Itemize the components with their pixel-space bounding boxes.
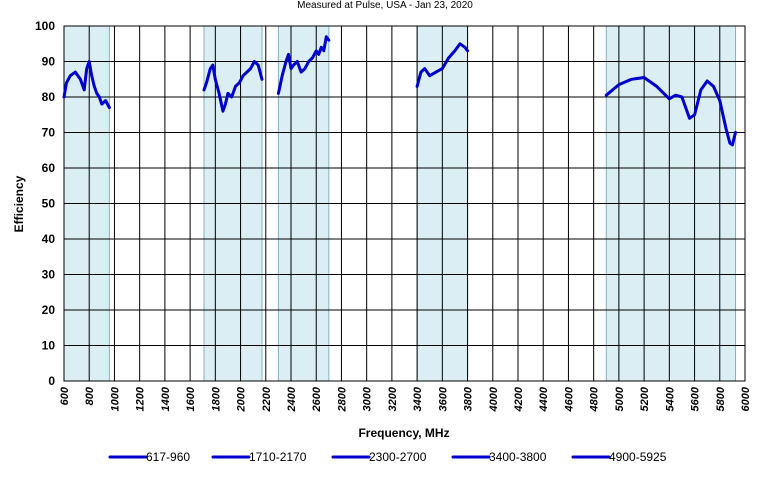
series-line-2300-2700	[276, 35, 331, 95]
x-tick-label: 600	[59, 386, 71, 405]
x-tick-label: 3200	[387, 386, 399, 411]
x-tick-label: 4200	[513, 386, 525, 412]
x-tick-label: 3600	[437, 386, 449, 411]
legend: 617-960 1710-2170 2300-2700 3400-3800 4900-5…	[108, 450, 667, 464]
x-tick-label: 2800	[336, 386, 348, 412]
x-tick-label: 1000	[109, 386, 121, 411]
y-tick-label: 20	[42, 303, 56, 317]
y-tick-label: 40	[42, 232, 56, 246]
x-tick-label: 1200	[135, 386, 147, 411]
x-tick-label: 3800	[463, 386, 475, 411]
x-tick-label: 5400	[664, 386, 676, 411]
legend-label: 1710-2170	[249, 450, 307, 464]
legend-label: 2300-2700	[369, 450, 427, 464]
x-tick-label: 2600	[311, 386, 323, 412]
y-axis-label: Efficiency	[12, 175, 26, 232]
legend-label: 4900-5925	[609, 450, 667, 464]
y-tick-label: 70	[42, 126, 56, 140]
x-tick-label: 1800	[210, 386, 222, 411]
x-tick-label: 2200	[261, 386, 273, 412]
legend-label: 617-960	[146, 450, 190, 464]
x-tick-label: 5200	[639, 386, 651, 411]
x-tick-label: 5800	[715, 386, 727, 411]
y-tick-label: 60	[42, 161, 56, 175]
series-line-617-960	[62, 60, 111, 110]
x-tick-label: 800	[84, 386, 96, 405]
series-line-3400-3800	[415, 42, 470, 88]
x-tick-label: 1400	[160, 386, 172, 411]
x-tick-label: 1600	[185, 386, 197, 411]
x-tick-label: 4600	[563, 386, 575, 412]
x-tick-label: 5000	[614, 386, 626, 411]
series-line-1710-2170	[202, 60, 264, 113]
x-tick-label: 2400	[286, 386, 298, 412]
chart-grid	[63, 25, 746, 382]
x-tick-label: 3400	[412, 386, 424, 411]
x-tick-label: 2000	[236, 386, 248, 412]
y-tick-label: 80	[42, 90, 56, 104]
y-tick-label: 90	[42, 55, 56, 69]
chart-title: Measured at Pulse, USA - Jan 23, 2020	[297, 0, 473, 11]
plot-frame	[63, 25, 746, 382]
data-series	[62, 35, 737, 147]
x-tick-label: 4800	[589, 386, 601, 412]
y-tick-label: 50	[42, 197, 56, 211]
legend-label: 3400-3800	[489, 450, 547, 464]
y-tick-label: 0	[48, 374, 55, 388]
x-tick-label: 4400	[538, 386, 550, 412]
x-tick-label: 6000	[740, 386, 752, 411]
series-line-4900-5925	[604, 76, 737, 147]
x-tick-label: 3000	[362, 386, 374, 411]
x-tick-label: 5600	[690, 386, 702, 411]
y-axis-ticks: 0 10 20 30 40 50 60 70 80 90 100	[35, 19, 55, 388]
y-tick-label: 10	[42, 339, 56, 353]
y-tick-label: 100	[35, 19, 55, 33]
y-tick-label: 30	[42, 268, 56, 282]
x-tick-label: 4000	[488, 386, 500, 412]
x-axis-label: Frequency, MHz	[358, 426, 449, 440]
x-axis-ticks: 600 800 1000 1200 1400 1600 1800 2000 2200 2400 26…	[59, 386, 752, 412]
